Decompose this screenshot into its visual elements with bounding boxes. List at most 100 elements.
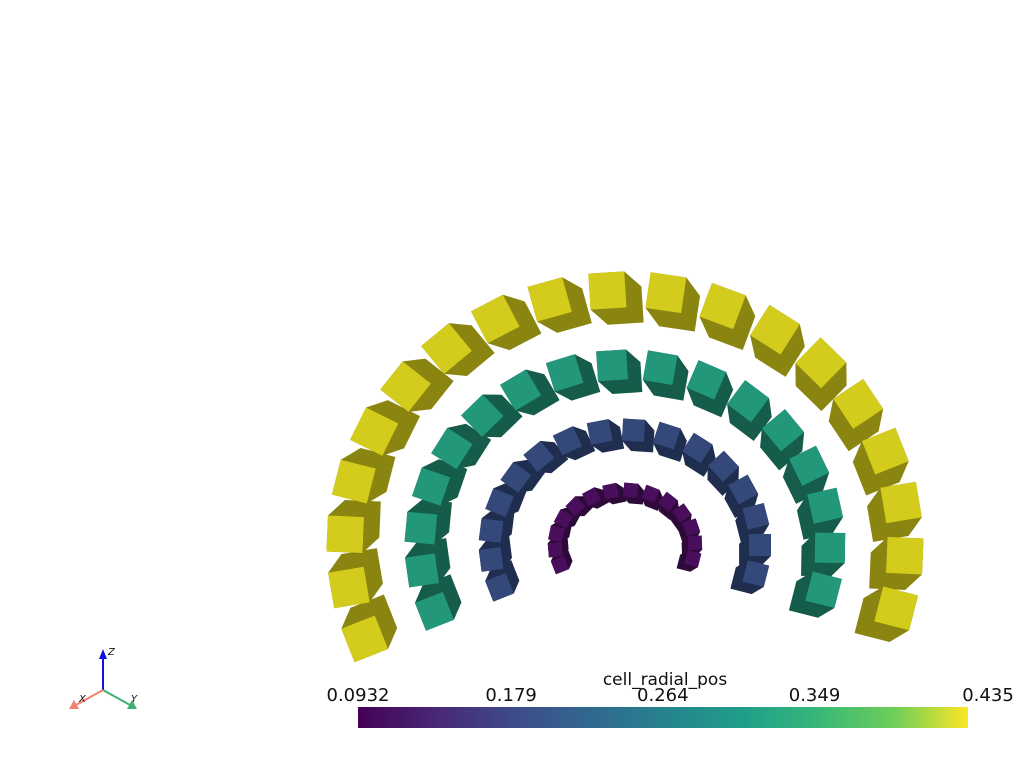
- block-face: [699, 282, 746, 330]
- block: [341, 594, 398, 663]
- block-face: [684, 550, 702, 568]
- block-face: [742, 560, 770, 587]
- block-face: [641, 484, 660, 503]
- block-face: [431, 427, 473, 470]
- block-face: [527, 277, 572, 322]
- block: [582, 487, 610, 509]
- block: [676, 550, 702, 572]
- tick-label: 0.435: [962, 685, 1014, 706]
- block-face: [749, 534, 771, 556]
- block-face: [682, 432, 713, 464]
- block-face: [500, 369, 542, 411]
- block: [328, 548, 383, 609]
- block: [642, 350, 689, 401]
- block-face: [623, 482, 639, 498]
- block-face: [789, 445, 830, 486]
- scalar-bar-title: cell_radial_pos: [603, 670, 728, 690]
- y-axis: [102, 689, 131, 706]
- block-face: [405, 553, 439, 588]
- block-face: [621, 418, 646, 442]
- block: [739, 534, 771, 566]
- block-face: [814, 532, 846, 564]
- block-face: [642, 350, 678, 386]
- block: [350, 400, 421, 456]
- block: [699, 282, 756, 350]
- block: [854, 586, 919, 642]
- block-face: [750, 304, 800, 355]
- block: [730, 560, 770, 595]
- block-face: [412, 467, 451, 506]
- block-face: [478, 547, 504, 572]
- block-face: [485, 488, 514, 517]
- block: [414, 574, 462, 631]
- block-face: [861, 427, 909, 475]
- block: [788, 571, 842, 618]
- block: [478, 509, 515, 543]
- y-label: Y: [131, 694, 138, 705]
- block: [500, 459, 545, 493]
- block-face: [548, 525, 565, 543]
- block: [421, 323, 495, 376]
- block: [750, 304, 805, 377]
- block-face: [728, 474, 759, 505]
- block: [404, 499, 452, 545]
- block: [686, 360, 734, 418]
- block: [471, 294, 542, 351]
- block-face: [586, 419, 613, 445]
- block-face: [682, 518, 701, 537]
- scalar-bar: cell_radial_pos 0.0932 0.179 0.264 0.349 0.4…: [327, 670, 1014, 728]
- block-face: [326, 515, 364, 554]
- block: [405, 538, 451, 588]
- tick-label: 0.349: [789, 685, 841, 706]
- block: [801, 532, 846, 577]
- block: [586, 419, 625, 453]
- block: [641, 484, 664, 512]
- y-arrow: [127, 700, 137, 709]
- block: [795, 337, 847, 412]
- block-face: [707, 450, 739, 482]
- block-face: [742, 503, 770, 530]
- block: [796, 487, 844, 540]
- block: [412, 459, 468, 506]
- block-face: [672, 503, 692, 523]
- block-face: [471, 294, 520, 344]
- orientation-axes: Z X Y: [69, 647, 138, 709]
- block-face: [686, 360, 727, 400]
- block-face: [552, 426, 583, 456]
- mesh: [326, 271, 924, 663]
- block: [828, 378, 884, 452]
- block: [682, 432, 716, 477]
- block-face: [565, 496, 586, 517]
- block-face: [588, 271, 627, 310]
- block-face: [833, 378, 884, 429]
- block: [431, 423, 492, 470]
- block-face: [658, 491, 678, 512]
- block-face: [652, 421, 681, 450]
- block-face: [414, 591, 454, 631]
- block-face: [350, 407, 399, 456]
- block-face: [645, 272, 687, 314]
- block: [548, 520, 573, 543]
- x-arrow: [69, 700, 79, 709]
- block-face: [328, 566, 370, 609]
- block: [867, 481, 922, 542]
- tick-label: 0.0932: [327, 685, 390, 706]
- block: [645, 272, 700, 332]
- block: [527, 277, 592, 333]
- block-face: [380, 361, 431, 412]
- block: [869, 536, 924, 590]
- block-face: [602, 482, 619, 500]
- block: [727, 380, 772, 442]
- block-face: [553, 509, 573, 529]
- block-face: [500, 462, 532, 493]
- block-face: [761, 409, 805, 452]
- block: [602, 482, 627, 505]
- block: [326, 500, 381, 554]
- block-face: [404, 511, 438, 545]
- tick-label: 0.264: [637, 685, 689, 706]
- block: [552, 426, 596, 461]
- z-label: Z: [107, 647, 116, 658]
- block-face: [807, 487, 844, 524]
- block: [852, 427, 909, 496]
- x-label: X: [78, 694, 87, 705]
